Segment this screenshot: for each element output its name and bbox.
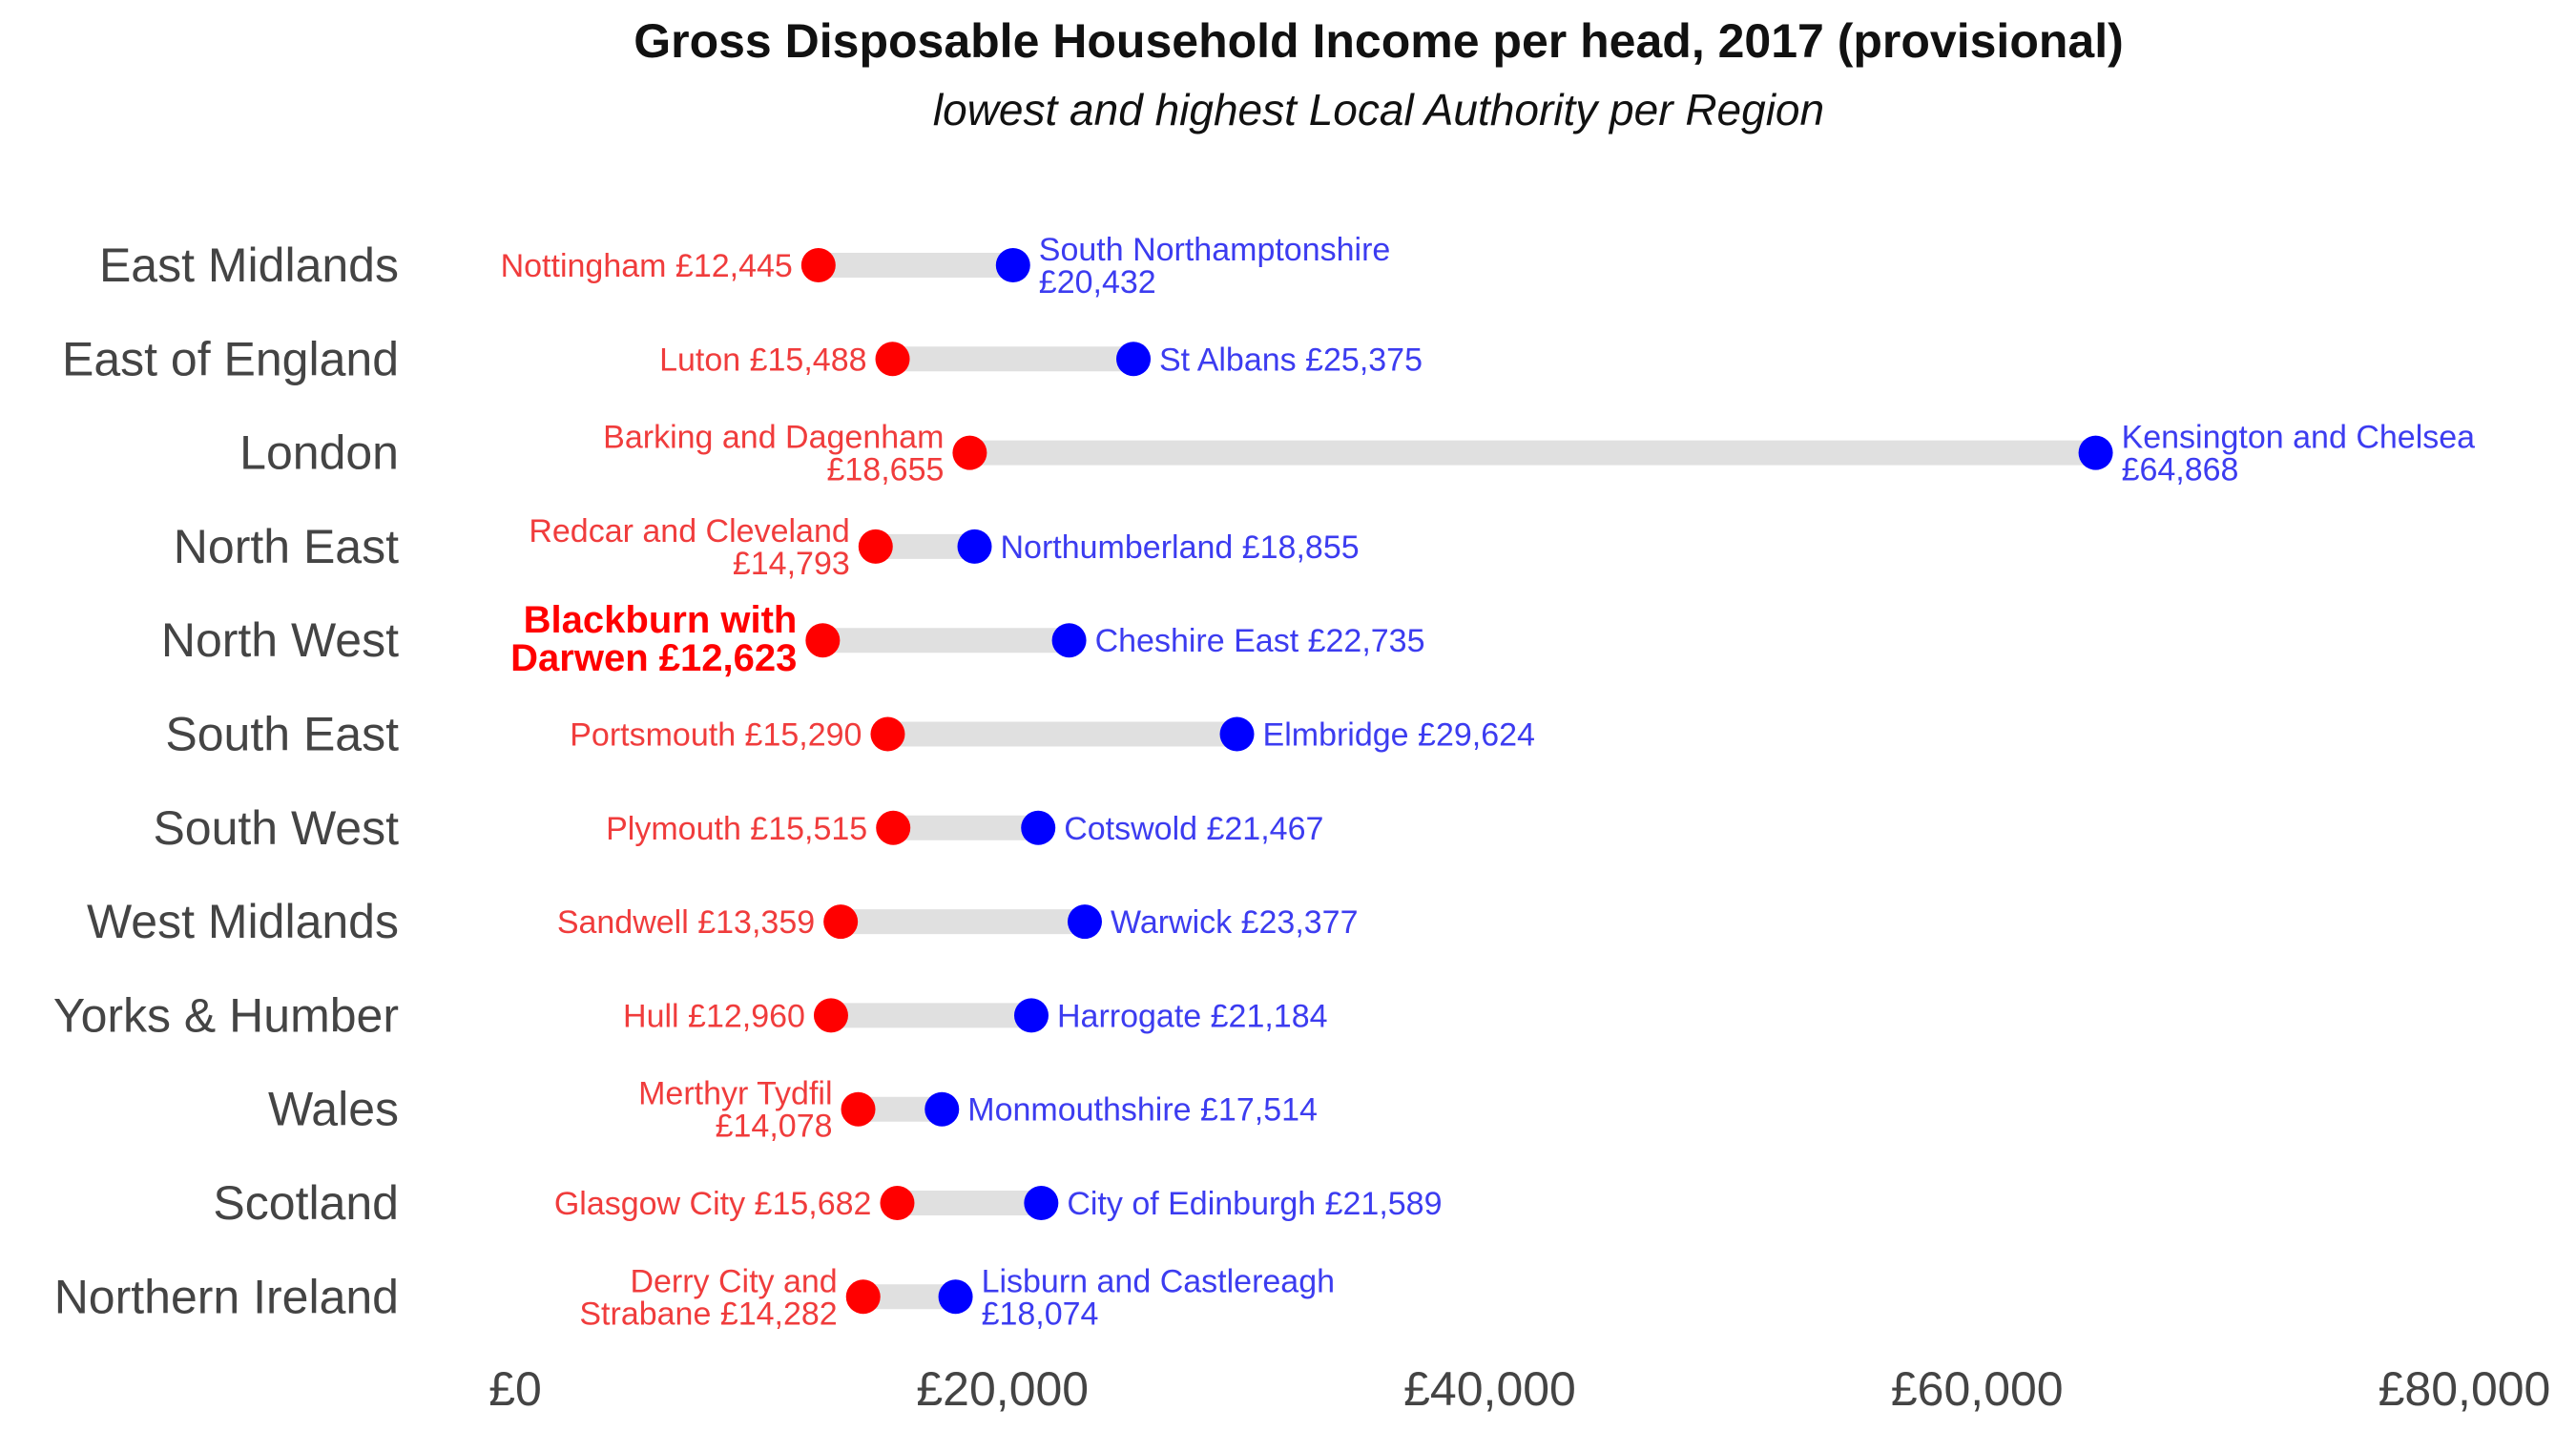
low-point-wales bbox=[841, 1091, 876, 1127]
high-label-north-west: Cheshire East £22,735 bbox=[1095, 623, 1425, 659]
low-point-east-of-england bbox=[875, 342, 910, 377]
low-point-east-midlands bbox=[800, 248, 836, 282]
high-label-london: Kensington and Chelsea £64,868 bbox=[2122, 420, 2476, 488]
chart-subtitle: lowest and highest Local Authority per R… bbox=[932, 85, 1825, 135]
low-point-scotland bbox=[880, 1186, 915, 1220]
high-point-south-west bbox=[1021, 810, 1056, 845]
low-label-east-of-england: Luton £15,488 bbox=[659, 342, 866, 378]
high-label-scotland: City of Edinburgh £21,589 bbox=[1067, 1186, 1442, 1222]
high-label-wales: Monmouthshire £17,514 bbox=[967, 1092, 1318, 1129]
high-point-west-midlands bbox=[1067, 904, 1102, 940]
low-point-london bbox=[952, 435, 987, 470]
low-label-north-west: Blackburn with Darwen £12,623 bbox=[510, 599, 797, 679]
low-label-north-east: Redcar and Cleveland £14,793 bbox=[529, 513, 849, 582]
region-label-north-west: North West bbox=[161, 613, 399, 667]
low-point-northern-ireland bbox=[845, 1279, 881, 1315]
low-label-east-midlands: Nottingham £12,445 bbox=[501, 248, 793, 284]
region-label-northern-ireland: Northern Ireland bbox=[54, 1270, 399, 1323]
region-label-scotland: Scotland bbox=[213, 1176, 399, 1230]
high-point-east-midlands bbox=[995, 248, 1030, 282]
high-point-scotland bbox=[1024, 1186, 1059, 1220]
x-axis: £0 £20,000 £40,000 £60,000 £80,000 bbox=[488, 1362, 2550, 1416]
low-point-north-east bbox=[858, 529, 893, 564]
region-label-south-east: South East bbox=[165, 708, 399, 761]
low-point-north-west bbox=[805, 623, 841, 658]
low-point-south-west bbox=[876, 810, 911, 845]
high-point-south-east bbox=[1219, 716, 1255, 752]
low-label-northern-ireland: Derry City and Strabane £14,282 bbox=[579, 1263, 837, 1332]
low-point-south-east bbox=[870, 716, 905, 752]
region-label-east-of-england: East of England bbox=[62, 332, 399, 385]
high-point-east-of-england bbox=[1116, 342, 1152, 377]
low-point-west-midlands bbox=[823, 904, 859, 940]
region-label-south-west: South West bbox=[153, 801, 399, 855]
high-point-north-west bbox=[1051, 623, 1087, 658]
low-label-yorks-humber: Hull £12,960 bbox=[623, 998, 805, 1034]
high-point-yorks-humber bbox=[1013, 998, 1049, 1033]
high-label-south-east: Elmbridge £29,624 bbox=[1263, 717, 1535, 754]
x-tick-label-0: £0 bbox=[488, 1362, 542, 1416]
region-label-yorks-humber: Yorks & Humber bbox=[53, 988, 399, 1042]
low-label-south-west: Plymouth £15,515 bbox=[606, 811, 867, 847]
chart-rows: East Midlands Nottingham £12,445 South Nor… bbox=[53, 232, 2475, 1332]
low-label-south-east: Portsmouth £15,290 bbox=[570, 717, 862, 754]
x-tick-label-1: £20,000 bbox=[916, 1362, 1089, 1416]
region-label-north-east: North East bbox=[174, 520, 399, 573]
high-label-northern-ireland: Lisburn and Castlereagh £18,074 bbox=[982, 1263, 1335, 1332]
low-label-scotland: Glasgow City £15,682 bbox=[554, 1186, 872, 1222]
high-point-northern-ireland bbox=[938, 1279, 973, 1315]
high-label-south-west: Cotswold £21,467 bbox=[1064, 811, 1323, 847]
x-tick-label-3: £60,000 bbox=[1891, 1362, 2064, 1416]
high-point-wales bbox=[924, 1091, 960, 1127]
low-point-yorks-humber bbox=[813, 998, 848, 1033]
high-point-north-east bbox=[957, 529, 992, 564]
high-point-london bbox=[2078, 435, 2113, 470]
chart-title: Gross Disposable Household Income per he… bbox=[634, 14, 2124, 68]
high-label-west-midlands: Warwick £23,377 bbox=[1111, 904, 1359, 941]
high-label-east-of-england: St Albans £25,375 bbox=[1159, 342, 1423, 378]
high-label-north-east: Northumberland £18,855 bbox=[1001, 529, 1360, 566]
region-label-wales: Wales bbox=[268, 1083, 399, 1136]
region-label-london: London bbox=[239, 426, 399, 480]
low-label-wales: Merthyr Tydfil £14,078 bbox=[638, 1076, 832, 1145]
x-tick-label-2: £40,000 bbox=[1403, 1362, 1576, 1416]
x-tick-label-4: £80,000 bbox=[2379, 1362, 2551, 1416]
high-label-yorks-humber: Harrogate £21,184 bbox=[1057, 998, 1328, 1034]
region-label-west-midlands: West Midlands bbox=[87, 895, 399, 948]
high-label-east-midlands: South Northamptonshire £20,432 bbox=[1039, 232, 1391, 301]
region-label-east-midlands: East Midlands bbox=[99, 238, 399, 292]
low-label-london: Barking and Dagenham £18,655 bbox=[603, 420, 944, 488]
low-label-west-midlands: Sandwell £13,359 bbox=[557, 904, 815, 941]
